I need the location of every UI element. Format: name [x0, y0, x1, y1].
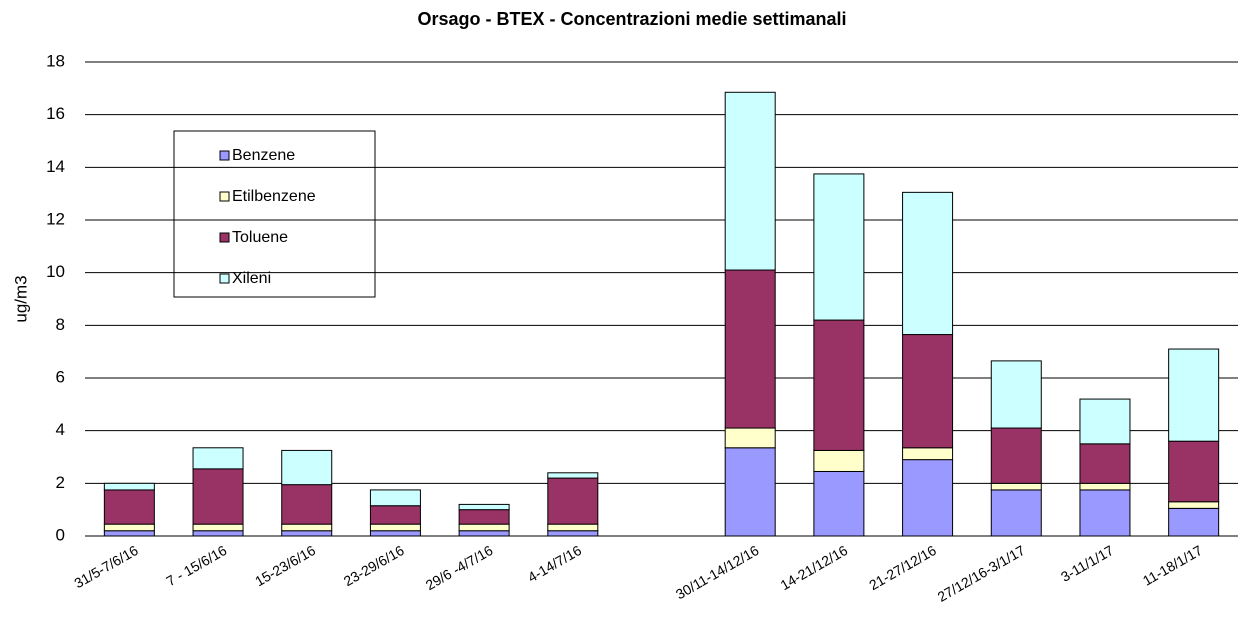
bar-segment: [1079, 482, 1131, 491]
bar-segment: [813, 173, 865, 321]
bar-segment: [547, 523, 599, 532]
bar-segment: [724, 427, 776, 449]
y-axis-label: ug/m3: [11, 275, 30, 322]
bar-segment: [547, 472, 599, 479]
bar-segment: [724, 91, 776, 271]
bar-segment: [103, 482, 155, 491]
bar-segment: [902, 334, 954, 449]
chart-title: Orsago - BTEX - Concentrazioni medie set…: [417, 9, 846, 29]
bar-segment: [458, 503, 510, 511]
legend-swatch: [219, 191, 230, 202]
y-tick-label: 4: [56, 420, 65, 439]
legend-label: Toluene: [232, 229, 288, 246]
legend-swatch: [219, 232, 230, 243]
bar-segment: [724, 447, 776, 537]
y-tick-label: 18: [46, 51, 65, 70]
bar-segment: [458, 523, 510, 532]
legend-label: Xileni: [232, 270, 271, 287]
x-tick-label: 30/11-14/12/16: [673, 542, 762, 603]
bar-segment: [813, 319, 865, 451]
bar-segment: [990, 489, 1042, 537]
x-tick-label: 3-11/1/17: [1058, 542, 1117, 585]
legend-box: [173, 130, 376, 298]
bar-segment: [369, 505, 421, 525]
y-tick-label: 2: [56, 473, 65, 492]
y-tick-label: 0: [56, 525, 65, 544]
bar-segment: [369, 523, 421, 532]
bar-segment: [547, 530, 599, 537]
bar-segment: [902, 459, 954, 537]
bar-segment: [103, 523, 155, 532]
x-tick-label: 14-21/12/16: [778, 542, 851, 593]
bar-segment: [990, 427, 1042, 484]
bar-segment: [902, 447, 954, 461]
bar-segment: [547, 477, 599, 525]
bar-segment: [369, 530, 421, 537]
bar-segment: [458, 509, 510, 525]
bar-segment: [192, 447, 244, 470]
bar-segment: [281, 484, 333, 525]
bar-segment: [990, 482, 1042, 491]
y-tick-label: 16: [46, 104, 65, 123]
bar-segment: [369, 489, 421, 507]
bar-segment: [103, 489, 155, 525]
bar-segment: [1168, 501, 1220, 509]
x-tick-label: 4-14/7/16: [525, 542, 584, 586]
legend-label: Benzene: [232, 147, 295, 164]
bar-segment: [1079, 443, 1131, 484]
legend-swatch: [219, 273, 230, 284]
x-tick-label: 11-18/1/17: [1140, 542, 1205, 589]
bar-segment: [103, 530, 155, 537]
bar-segment: [192, 523, 244, 532]
legend-label: Etilbenzene: [232, 188, 316, 205]
x-tick-label: 31/5-7/6/16: [71, 542, 141, 591]
x-tick-label: 7 - 15/6/16: [163, 542, 229, 589]
bar-segment: [813, 449, 865, 472]
bar-segment: [990, 360, 1042, 429]
bar-segment: [281, 449, 333, 486]
bar-segment: [192, 530, 244, 537]
y-tick-label: 12: [46, 209, 65, 228]
x-tick-label: 21-27/12/16: [866, 542, 939, 593]
bar-segment: [1168, 440, 1220, 503]
bar-segment: [1079, 398, 1131, 445]
x-tick-label: 23-29/6/16: [341, 542, 407, 589]
bar-segment: [1168, 507, 1220, 537]
bar-segment: [724, 269, 776, 429]
y-tick-label: 8: [56, 315, 65, 334]
x-tick-label: 29/6 -4/7/16: [423, 542, 496, 593]
y-tick-label: 14: [46, 157, 65, 176]
bar-segment: [458, 530, 510, 537]
bar-segment: [1079, 489, 1131, 537]
y-tick-label: 6: [56, 367, 65, 386]
bar-segment: [281, 523, 333, 532]
bar-segment: [192, 468, 244, 525]
bar-segment: [902, 191, 954, 336]
x-tick-label: 27/12/16-3/1/17: [935, 542, 1028, 605]
bar-segment: [281, 530, 333, 537]
bar-segment: [1168, 348, 1220, 442]
x-tick-label: 15-23/6/16: [252, 542, 318, 589]
legend-swatch: [219, 150, 230, 161]
y-tick-label: 10: [46, 262, 65, 281]
bar-segment: [813, 470, 865, 537]
